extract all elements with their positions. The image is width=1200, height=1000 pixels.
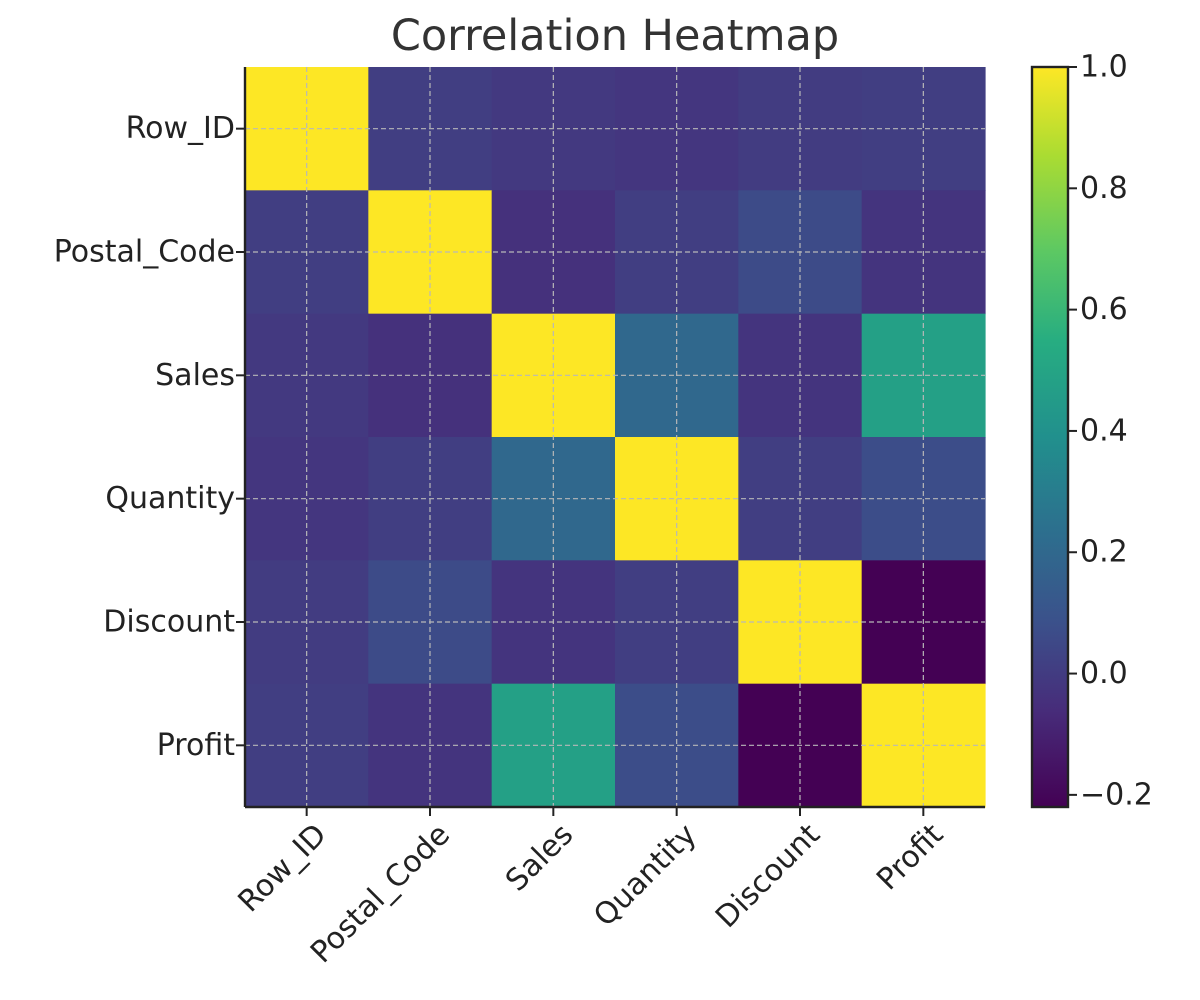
colorbar-tick-label: −0.2 [1080,777,1153,812]
y-tick-label: Quantity [105,481,235,516]
colorbar-tick-label: 0.8 [1080,171,1128,206]
colorbar [1030,65,1070,809]
y-tick-label: Profit [157,728,235,763]
colorbar-tick-label: 0.6 [1080,292,1128,327]
chart-title: Correlation Heatmap [391,11,839,61]
y-tick-label: Row_ID [126,111,235,146]
heatmap-cell [861,683,986,808]
colorbar-tick-label: 0.0 [1080,656,1128,691]
heatmap-cells [245,67,986,808]
y-tick-label: Discount [103,605,235,640]
y-tick-label: Postal_Code [54,235,235,270]
heatmap-gridlines [245,67,985,807]
colorbar-tick-label: 0.4 [1080,413,1128,448]
y-tick-label: Sales [155,358,235,393]
heatmap-axes [236,67,985,816]
y-axis-tick-labels: Row_ID Postal_Code Sales Quantity Discount Pr… [54,111,236,763]
colorbar-tick-label: 1.0 [1080,50,1128,85]
colorbar-tick-labels: 1.0 0.8 0.6 0.4 0.2 0.0 −0.2 [1068,50,1153,812]
colorbar-tick-label: 0.2 [1080,535,1128,570]
